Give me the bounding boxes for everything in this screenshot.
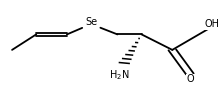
Text: Se: Se [85, 17, 97, 27]
Text: OH: OH [204, 19, 219, 29]
Text: H$_2$N: H$_2$N [109, 68, 130, 82]
Text: O: O [187, 74, 194, 84]
